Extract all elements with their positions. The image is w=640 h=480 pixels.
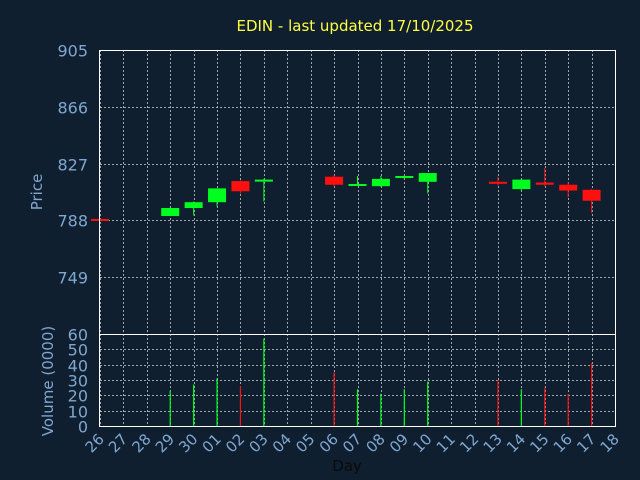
volume-tick-label: 30 (68, 372, 88, 391)
price-axis-label: Price (28, 174, 46, 211)
x-axis-ticks: 2627282930010203040506070809101112131415… (82, 430, 623, 456)
candle-body (488, 181, 507, 184)
volume-tick-label: 0 (78, 418, 88, 437)
candle-body (559, 184, 578, 191)
price-tick-label: 866 (57, 99, 88, 118)
volume-axis-label: Volume (0000) (39, 326, 57, 436)
volume-tick-label: 40 (68, 357, 88, 376)
candle-body (161, 208, 180, 217)
price-candles (91, 167, 601, 222)
candle-body (348, 183, 367, 186)
volume-panel-frame (99, 334, 616, 427)
candle-body (582, 189, 601, 201)
price-tick-label: 905 (57, 42, 88, 61)
price-axis-ticks: 905 866 827 788 749 (57, 42, 88, 288)
volume-tick-label: 50 (68, 341, 88, 360)
candle-body (418, 173, 437, 182)
x-axis-label: Day (332, 457, 362, 475)
candle-body (254, 179, 273, 182)
price-tick-label: 749 (57, 269, 88, 288)
candle-body (208, 188, 227, 203)
candle-body (535, 182, 554, 185)
candle-body (231, 181, 250, 192)
candle-body (512, 179, 531, 190)
price-tick-label: 788 (57, 212, 88, 231)
candle-body (184, 202, 203, 209)
candle-body (325, 176, 344, 185)
volume-tick-label: 10 (68, 403, 88, 422)
candle-body (395, 175, 414, 178)
volume-tick-label: 20 (68, 387, 88, 406)
price-tick-label: 827 (57, 156, 88, 175)
chart-title: EDIN - last updated 17/10/2025 (236, 17, 473, 35)
candle-body (371, 178, 390, 187)
volume-tick-label: 60 (68, 326, 88, 345)
volume-bars (99, 338, 593, 426)
